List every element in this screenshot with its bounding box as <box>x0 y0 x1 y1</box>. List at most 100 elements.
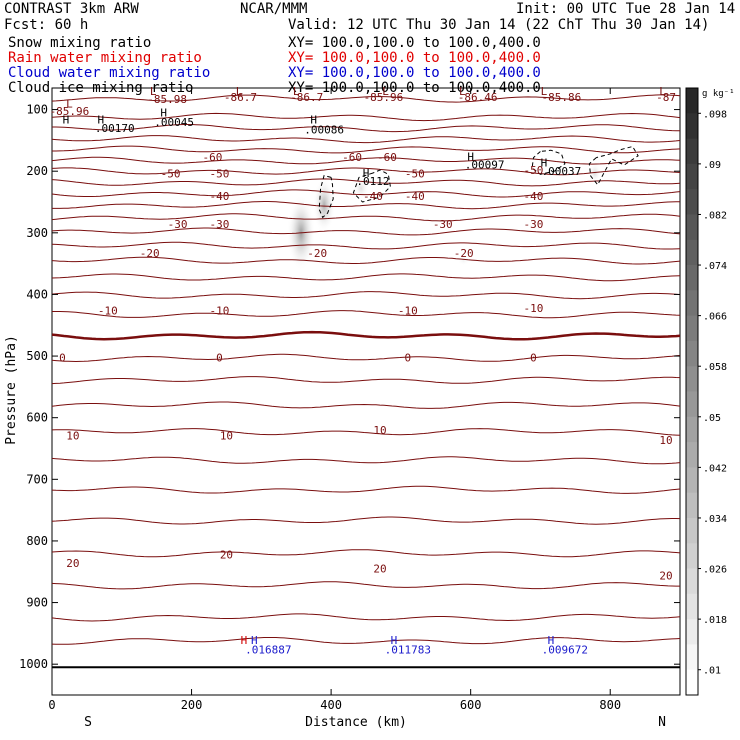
legend-rain-xy: XY= 100.0,100.0 to 100.0,400.0 <box>288 50 541 66</box>
colorbar-swatch <box>686 315 698 342</box>
colorbar-swatch <box>686 214 698 241</box>
contour-label: -60 <box>203 151 223 164</box>
contour-label: -10 <box>98 304 118 317</box>
colorbar-tick-label: .098 <box>703 109 727 120</box>
isotherm-line <box>52 637 680 645</box>
contour-label: -85.86 <box>542 91 582 104</box>
y-axis-label: Pressure (hPa) <box>4 335 19 445</box>
x-tick-label: 400 <box>320 698 342 712</box>
model-title: CONTRAST 3km ARW <box>4 1 139 17</box>
colorbar-tick-label: .026 <box>703 565 727 576</box>
colorbar-frame <box>685 87 699 696</box>
legend-snow-xy: XY= 100.0,100.0 to 100.0,400.0 <box>288 35 541 51</box>
forecast-hour: Fcst: 60 h <box>4 17 89 33</box>
isotherm-line <box>52 485 680 494</box>
high-marker: H <box>541 157 548 170</box>
colorbar-tick-label: .074 <box>703 261 727 272</box>
extremum-value: .009672 <box>542 643 588 656</box>
isotherm-line <box>52 156 680 165</box>
x-end-label-left: S <box>84 715 92 730</box>
colorbar-swatch <box>686 366 698 392</box>
y-tick-label: 700 <box>26 472 48 486</box>
contour-label: -10 <box>210 304 230 317</box>
cloud-ice-contour <box>318 174 334 219</box>
colorbar-swatch <box>686 113 698 140</box>
contour-label: -50 <box>161 168 181 181</box>
high-marker: H <box>310 113 317 126</box>
high-marker: H <box>98 113 105 126</box>
contour-label: 10 <box>373 424 386 437</box>
isotherm-line <box>52 227 680 236</box>
y-tick-label: 500 <box>26 349 48 363</box>
extremum-value: .00037 <box>542 165 582 178</box>
isotherm-line <box>52 581 680 590</box>
contour-label: 20 <box>659 569 672 582</box>
mixing-ratio-cell <box>457 255 470 266</box>
plot-frame <box>51 87 681 696</box>
contour-label: -40 <box>210 190 230 203</box>
contour-label: -40 <box>363 190 383 203</box>
legend-snow-name: Snow mixing ratio <box>8 35 152 51</box>
low-marker: L <box>236 85 243 98</box>
colorbar-swatch <box>686 239 698 266</box>
isotherm-line <box>52 273 680 282</box>
contour-label: -20 <box>307 247 327 260</box>
colorbar-swatch <box>686 593 698 620</box>
x-tick-label: 0 <box>48 698 55 712</box>
isotherm-line <box>52 456 680 465</box>
contour-label: -85.98 <box>147 93 187 106</box>
isotherm-line <box>52 241 680 250</box>
x-axis-label: Distance (km) <box>305 715 407 730</box>
x-tick-label: 800 <box>599 698 621 712</box>
isotherm-line <box>52 94 680 103</box>
contour-label: 0 <box>405 351 412 364</box>
extremum-value: .011783 <box>385 643 431 656</box>
isotherm-line <box>52 330 680 341</box>
contour-label: -20 <box>454 247 474 260</box>
contour-label: 10 <box>66 430 79 443</box>
colorbar-swatch <box>686 290 698 317</box>
y-tick-label: 200 <box>26 164 48 178</box>
contour-label: 10 <box>659 434 672 447</box>
y-tick-label: 900 <box>26 596 48 610</box>
contour-label: 20 <box>220 548 233 561</box>
contour-label: -60 <box>342 151 362 164</box>
low-marker: L <box>459 85 466 98</box>
isotherm-line <box>52 124 680 133</box>
colorbar-swatch <box>686 265 698 291</box>
colorbar-swatch <box>686 416 698 443</box>
contour-label: -85.96 <box>364 91 404 104</box>
contour-label: 0 <box>216 351 223 364</box>
colorbar-swatch <box>686 442 698 468</box>
extremum-value: .0112 <box>356 175 389 188</box>
high-marker: H <box>548 634 555 647</box>
isotherm-line <box>52 613 680 622</box>
contour-label: 20 <box>373 563 386 576</box>
high-marker: H <box>160 107 167 120</box>
extremum-value: .00086 <box>304 123 344 136</box>
colorbar-tick-label: .058 <box>703 362 727 373</box>
isotherm-line <box>52 135 680 144</box>
contour-label: -50 <box>405 168 425 181</box>
low-marker: L <box>66 97 73 110</box>
isotherm-line <box>52 178 680 187</box>
colorbar-swatch <box>686 619 698 645</box>
extremum-value: .00170 <box>95 122 135 135</box>
low-marker: L <box>150 85 157 98</box>
colorbar-swatch <box>686 467 698 494</box>
colorbar-tick-label: .018 <box>703 615 727 626</box>
colorbar-unit: g kg⁻¹ <box>702 89 735 99</box>
contour-label: -30 <box>433 218 453 231</box>
colorbar-tick-label: .042 <box>703 463 727 474</box>
center-title: NCAR/MMM <box>240 1 308 17</box>
isotherm-line <box>52 189 680 198</box>
isotherm-line <box>52 353 680 363</box>
valid-time: Valid: 12 UTC Thu 30 Jan 14 (22 ChT Thu … <box>288 17 710 33</box>
contour-label: -40 <box>524 190 544 203</box>
colorbar-swatch <box>686 340 698 367</box>
colorbar-tick-label: .082 <box>703 210 727 221</box>
contour-label: -87 <box>656 91 676 104</box>
y-tick-label: 600 <box>26 411 48 425</box>
high-marker: H <box>391 634 398 647</box>
x-end-label-right: N <box>658 715 666 730</box>
